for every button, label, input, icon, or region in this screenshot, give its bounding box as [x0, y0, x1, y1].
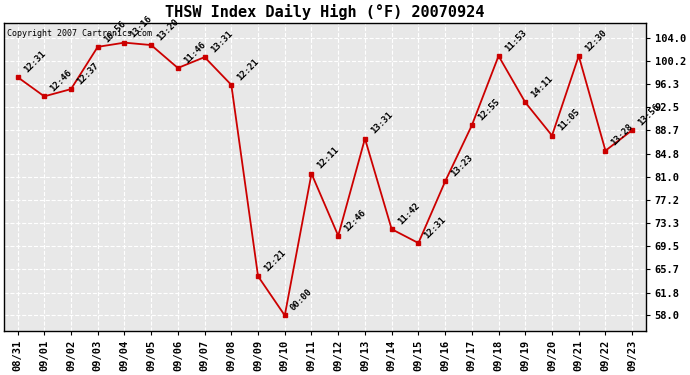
Text: 11:53: 11:53	[503, 28, 528, 53]
Text: 12:31: 12:31	[21, 49, 47, 74]
Title: THSW Index Daily High (°F) 20070924: THSW Index Daily High (°F) 20070924	[165, 4, 484, 20]
Text: 12:21: 12:21	[235, 57, 261, 82]
Text: 12:21: 12:21	[262, 248, 288, 273]
Text: 12:31: 12:31	[422, 215, 448, 240]
Text: 12:46: 12:46	[48, 68, 74, 94]
Text: 11:42: 11:42	[396, 201, 421, 226]
Text: 12:30: 12:30	[583, 28, 609, 53]
Text: 13:31: 13:31	[209, 29, 234, 54]
Text: Copyright 2007 Cartronics.com: Copyright 2007 Cartronics.com	[8, 29, 152, 38]
Text: 12:11: 12:11	[315, 146, 341, 171]
Text: 13:16: 13:16	[128, 15, 154, 40]
Text: 14:11: 14:11	[529, 74, 555, 100]
Text: 13:56: 13:56	[636, 102, 662, 128]
Text: 13:31: 13:31	[369, 111, 395, 136]
Text: 12:46: 12:46	[342, 208, 368, 233]
Text: 13:23: 13:23	[449, 153, 475, 179]
Text: 12:55: 12:55	[476, 97, 502, 123]
Text: 10:56: 10:56	[102, 19, 127, 44]
Text: 13:28: 13:28	[610, 123, 635, 148]
Text: 12:37: 12:37	[75, 61, 101, 86]
Text: 11:05: 11:05	[556, 108, 582, 133]
Text: 00:00: 00:00	[289, 287, 315, 313]
Text: 13:20: 13:20	[155, 17, 181, 42]
Text: 11:46: 11:46	[182, 40, 208, 65]
